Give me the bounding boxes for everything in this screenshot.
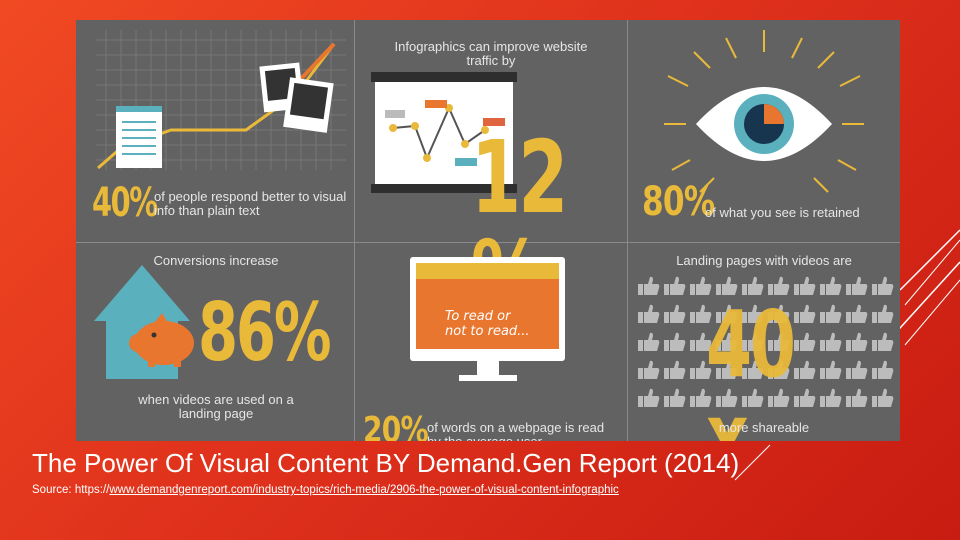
caption-conversions: when videos are used on a landing page bbox=[138, 392, 294, 421]
growth-chart-icon bbox=[96, 30, 346, 170]
grid-divider bbox=[76, 242, 900, 243]
screen-text: To read or not to read... bbox=[445, 309, 530, 339]
header-website-traffic: Infographics can improve website traffic… bbox=[394, 39, 588, 68]
stat-86-percent: 86% bbox=[198, 286, 332, 379]
caption-reading: of words on a webpage is read by the ave… bbox=[427, 420, 605, 442]
stat-40-percent: 40% bbox=[92, 180, 158, 226]
slide-title: The Power Of Visual Content BY Demand.Ge… bbox=[32, 448, 740, 478]
grid-divider bbox=[627, 20, 628, 441]
cell-visual-info: 40% of people respond better to visual i… bbox=[76, 20, 354, 242]
stat-80-percent: 80% bbox=[642, 179, 715, 225]
caption-visual-info: of people respond better to visual info … bbox=[154, 189, 347, 218]
stat-20-percent: 20% bbox=[363, 410, 429, 442]
stat-40x: 40 x bbox=[706, 291, 796, 442]
cell-conversions: Conversions increase 86% when videos are… bbox=[76, 243, 354, 441]
caption-retention: of what you see is retained bbox=[705, 205, 860, 220]
decor-line bbox=[734, 444, 771, 481]
cell-retention: 80% of what you see is retained bbox=[628, 20, 900, 242]
presentation-board-icon bbox=[371, 72, 517, 193]
cell-website-traffic: Infographics can improve website traffic… bbox=[355, 20, 627, 328]
cell-shareable: Landing pages with videos are 40 x more … bbox=[628, 243, 900, 441]
header-shareable: Landing pages with videos are bbox=[676, 253, 852, 268]
cell-reading: To read or not to read... 20% of words o… bbox=[355, 243, 627, 441]
source-line: Source: https://www.demandgenreport.com/… bbox=[32, 484, 619, 496]
monitor-icon bbox=[410, 257, 565, 381]
infographic-panel: 40% of people respond better to visual i… bbox=[76, 20, 900, 441]
header-conversions: Conversions increase bbox=[153, 253, 279, 268]
eye-icon bbox=[664, 30, 864, 193]
source-label: Source: https:// bbox=[32, 484, 110, 496]
piggy-bank-house-icon bbox=[94, 265, 194, 379]
source-link[interactable]: www.demandgenreport.com/industry-topics/… bbox=[109, 484, 619, 496]
decor-line bbox=[904, 239, 960, 306]
decor-line bbox=[904, 279, 960, 346]
decor-line bbox=[899, 229, 960, 291]
caption-shareable: more shareable bbox=[718, 420, 810, 435]
grid-divider bbox=[354, 20, 355, 441]
